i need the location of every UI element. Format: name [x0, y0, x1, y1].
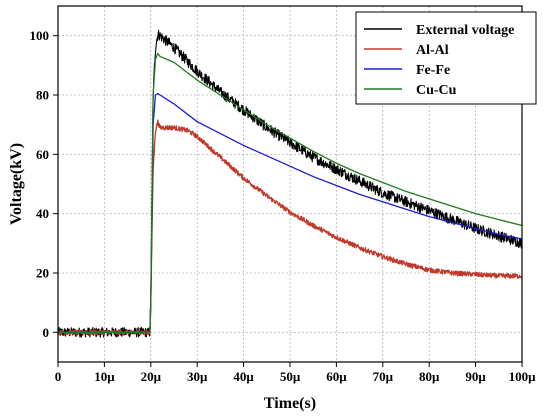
- y-tick-label: 60: [36, 147, 49, 162]
- y-tick-label: 0: [43, 325, 50, 340]
- x-axis-title: Time(s): [264, 395, 316, 412]
- series-layer: [57, 29, 523, 338]
- y-tick-label: 100: [30, 28, 50, 43]
- legend: External voltage Al-Al Fe-Fe Cu-Cu: [355, 11, 537, 105]
- ticks-layer: 0 10μ 20μ 30μ 40μ 50μ 60μ 70μ 80μ 90μ 100μ 0 20 40 60 8…: [30, 28, 537, 384]
- y-tick-label: 40: [36, 206, 49, 221]
- x-tick-label: 90μ: [465, 369, 486, 384]
- x-tick-label: 80μ: [419, 369, 440, 384]
- y-axis-title: Voltage(kV): [8, 143, 25, 225]
- x-tick-label: 40μ: [233, 369, 254, 384]
- y-tick-label: 20: [36, 266, 49, 281]
- series-line-4: [58, 52, 523, 333]
- x-tick-label: 60μ: [326, 369, 347, 384]
- legend-label: Al-Al: [416, 43, 449, 58]
- x-tick-label: 100μ: [509, 369, 537, 384]
- grid-layer: [57, 6, 523, 362]
- y-tick-label: 80: [36, 88, 49, 103]
- series-line-3: [58, 92, 523, 333]
- legend-label: Cu-Cu: [416, 83, 457, 98]
- x-tick-label: 50μ: [280, 369, 301, 384]
- x-tick-label: 10μ: [94, 369, 115, 384]
- legend-label: External voltage: [416, 23, 514, 38]
- x-tick-label: 30μ: [187, 369, 208, 384]
- x-tick-label: 70μ: [373, 369, 394, 384]
- legend-label: Fe-Fe: [416, 63, 450, 78]
- x-tick-label: 0: [55, 369, 62, 384]
- x-tick-label: 20μ: [141, 369, 162, 384]
